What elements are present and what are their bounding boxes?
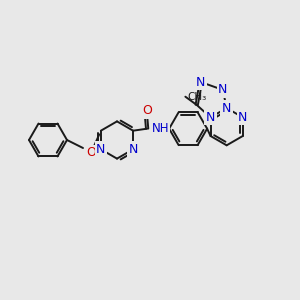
Text: N: N xyxy=(96,143,106,156)
Text: N: N xyxy=(128,143,138,156)
Text: NH: NH xyxy=(152,122,169,135)
Text: N: N xyxy=(196,76,206,88)
Text: N: N xyxy=(238,111,248,124)
Text: O: O xyxy=(86,146,96,160)
Text: N: N xyxy=(222,102,231,115)
Text: CH₃: CH₃ xyxy=(188,92,207,102)
Text: N: N xyxy=(206,111,215,124)
Text: N: N xyxy=(218,83,227,96)
Text: O: O xyxy=(142,104,152,117)
